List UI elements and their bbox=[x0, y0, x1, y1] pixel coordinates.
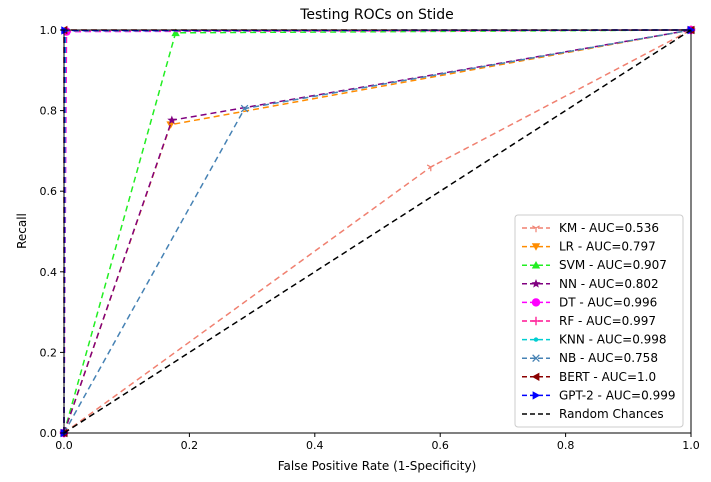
chart-title: Testing ROCs on Stide bbox=[299, 7, 454, 23]
legend-swatch-marker bbox=[532, 225, 540, 233]
series-line bbox=[63, 29, 692, 434]
legend-swatch-marker bbox=[533, 337, 539, 342]
legend-label: SVM - AUC=0.907 bbox=[559, 258, 667, 272]
legend-frame bbox=[514, 214, 684, 428]
legend-label: RF - AUC=0.997 bbox=[559, 314, 656, 328]
legend-item: NB - AUC=0.758 bbox=[522, 351, 658, 365]
legend-label: Random Chances bbox=[559, 407, 664, 421]
y-tick-label: 0.6 bbox=[40, 185, 58, 198]
y-tick-label: 1.0 bbox=[40, 24, 58, 37]
legend-swatch-marker bbox=[531, 243, 541, 251]
legend-swatch-marker bbox=[531, 316, 541, 326]
legend-label: LR - AUC=0.797 bbox=[559, 240, 656, 254]
legend-item: GPT-2 - AUC=0.999 bbox=[522, 388, 675, 402]
legend-item: KM - AUC=0.536 bbox=[522, 221, 659, 235]
legend-item: RF - AUC=0.997 bbox=[522, 314, 656, 328]
x-axis: 0.0 0.2 0.4 0.6 0.8 1.0 bbox=[55, 433, 700, 452]
legend-item: SVM - AUC=0.907 bbox=[522, 258, 667, 272]
data-point bbox=[240, 104, 249, 113]
legend-label: KNN - AUC=0.998 bbox=[559, 333, 667, 347]
legend-item: BERT - AUC=1.0 bbox=[522, 370, 656, 384]
legend-item: LR - AUC=0.797 bbox=[522, 240, 656, 254]
legend-swatch-marker bbox=[531, 372, 540, 381]
x-tick-label: 0.4 bbox=[306, 439, 324, 452]
legend-swatch-marker bbox=[532, 354, 540, 363]
legend-label: DT - AUC=0.996 bbox=[559, 295, 657, 309]
y-tick-label: 0.8 bbox=[40, 105, 58, 118]
legend-label: NB - AUC=0.758 bbox=[559, 351, 658, 365]
x-tick-label: 0.0 bbox=[55, 439, 73, 452]
series-10 bbox=[63, 29, 692, 434]
y-tick-label: 0.2 bbox=[40, 346, 58, 359]
x-axis-label: False Positive Rate (1-Specificity) bbox=[278, 459, 477, 473]
x-tick-label: 0.2 bbox=[181, 439, 199, 452]
legend-label: KM - AUC=0.536 bbox=[559, 221, 659, 235]
plot-area bbox=[59, 25, 696, 438]
y-tick-label: 0.0 bbox=[40, 427, 58, 440]
legend-label: BERT - AUC=1.0 bbox=[559, 370, 656, 384]
y-axis-label: Recall bbox=[15, 213, 29, 249]
plot-frame bbox=[63, 29, 692, 434]
data-point bbox=[426, 164, 435, 172]
data-point bbox=[171, 28, 180, 37]
legend-swatch-marker bbox=[531, 261, 541, 269]
x-tick-label: 0.8 bbox=[557, 439, 575, 452]
legend-swatch-marker bbox=[531, 298, 541, 307]
y-axis: 0.0 0.2 0.4 0.6 0.8 1.0 bbox=[40, 24, 64, 440]
legend-label: GPT-2 - AUC=0.999 bbox=[559, 388, 675, 402]
legend-item: DT - AUC=0.996 bbox=[522, 295, 657, 309]
x-tick-label: 0.6 bbox=[431, 439, 449, 452]
legend-label: NN - AUC=0.802 bbox=[559, 277, 659, 291]
data-point bbox=[167, 115, 177, 125]
y-tick-label: 0.4 bbox=[40, 266, 58, 279]
x-tick-label: 1.0 bbox=[682, 439, 700, 452]
legend-item: NN - AUC=0.802 bbox=[522, 277, 659, 291]
legend-item: KNN - AUC=0.998 bbox=[522, 333, 667, 347]
legend-swatch-marker bbox=[531, 279, 541, 288]
legend: KM - AUC=0.536 LR - AUC=0.797 SVM - AUC=0.… bbox=[514, 214, 684, 428]
legend-swatch-marker bbox=[532, 391, 541, 400]
legend-item: Random Chances bbox=[522, 407, 664, 421]
